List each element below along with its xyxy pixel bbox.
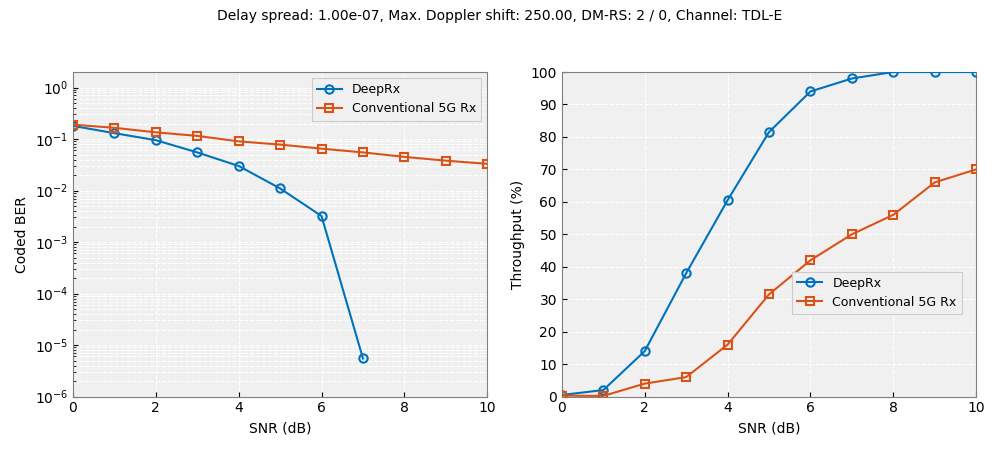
Conventional 5G Rx [233, 139, 245, 144]
Legend: DeepRx, Conventional 5G Rx: DeepRx, Conventional 5G Rx [792, 272, 962, 314]
Conventional 5G Rx [680, 374, 692, 380]
DeepRx [108, 130, 120, 136]
Line: Conventional 5G Rx: Conventional 5G Rx [69, 121, 491, 168]
Conventional 5G Rx [481, 161, 493, 166]
Conventional 5G Rx [763, 292, 775, 297]
Conventional 5G Rx [887, 212, 899, 217]
DeepRx [639, 348, 651, 354]
DeepRx [316, 213, 328, 219]
Text: Delay spread: 1.00e-07, Max. Doppler shift: 250.00, DM-RS: 2 / 0, Channel: TDL-E: Delay spread: 1.00e-07, Max. Doppler shi… [217, 9, 783, 23]
Line: DeepRx: DeepRx [558, 68, 980, 399]
Conventional 5G Rx [929, 180, 941, 185]
DeepRx [150, 137, 162, 143]
Conventional 5G Rx [722, 342, 734, 347]
Conventional 5G Rx [440, 158, 452, 163]
DeepRx [357, 356, 369, 361]
DeepRx [274, 186, 286, 191]
Conventional 5G Rx [597, 393, 609, 399]
Conventional 5G Rx [357, 150, 369, 155]
Conventional 5G Rx [150, 130, 162, 135]
Conventional 5G Rx [316, 146, 328, 151]
Conventional 5G Rx [67, 122, 79, 127]
Conventional 5G Rx [274, 142, 286, 147]
DeepRx [191, 150, 203, 155]
DeepRx [597, 387, 609, 393]
Conventional 5G Rx [639, 381, 651, 386]
DeepRx [804, 89, 816, 94]
X-axis label: SNR (dB): SNR (dB) [249, 421, 311, 435]
DeepRx [680, 270, 692, 276]
Conventional 5G Rx [970, 166, 982, 172]
DeepRx [763, 129, 775, 135]
Line: DeepRx: DeepRx [69, 122, 367, 363]
Line: Conventional 5G Rx: Conventional 5G Rx [558, 165, 980, 400]
DeepRx [970, 69, 982, 75]
Conventional 5G Rx [804, 257, 816, 263]
X-axis label: SNR (dB): SNR (dB) [738, 421, 800, 435]
Conventional 5G Rx [108, 125, 120, 130]
DeepRx [233, 163, 245, 169]
Conventional 5G Rx [846, 232, 858, 237]
DeepRx [846, 76, 858, 81]
DeepRx [887, 69, 899, 75]
Legend: DeepRx, Conventional 5G Rx: DeepRx, Conventional 5G Rx [312, 78, 481, 121]
Y-axis label: Throughput (%): Throughput (%) [511, 180, 525, 289]
DeepRx [556, 392, 568, 398]
Y-axis label: Coded BER: Coded BER [15, 196, 29, 273]
Conventional 5G Rx [191, 133, 203, 139]
Conventional 5G Rx [398, 154, 410, 160]
Conventional 5G Rx [556, 393, 568, 398]
DeepRx [722, 198, 734, 203]
DeepRx [67, 123, 79, 129]
DeepRx [929, 69, 941, 75]
